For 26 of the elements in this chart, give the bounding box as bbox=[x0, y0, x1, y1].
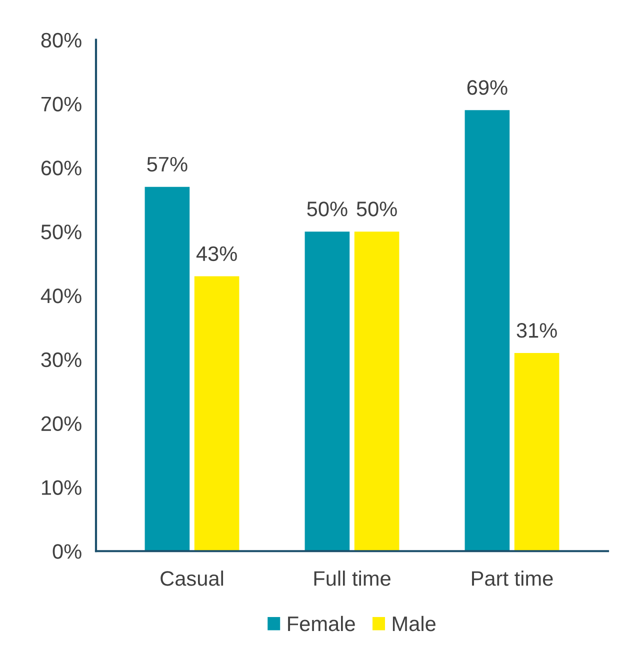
x-tick-label: Full time bbox=[314, 570, 390, 586]
legend-label: Male bbox=[392, 616, 436, 632]
bar bbox=[144, 186, 190, 552]
data-label: 31% bbox=[516, 323, 557, 338]
y-tick-label: 70% bbox=[41, 96, 82, 112]
x-tick-label: Casual bbox=[160, 570, 224, 586]
y-tick-label: 40% bbox=[40, 288, 82, 304]
y-tick-label: 60% bbox=[41, 160, 82, 176]
bar bbox=[354, 232, 400, 552]
data-label: 57% bbox=[147, 156, 188, 172]
y-tick-label: 50% bbox=[41, 224, 82, 240]
data-label: 43% bbox=[196, 246, 237, 262]
data-label: 50% bbox=[356, 202, 397, 216]
data-label: 50% bbox=[307, 202, 348, 216]
y-tick-label: 10% bbox=[42, 480, 82, 495]
y-tick-label: 30% bbox=[41, 352, 82, 368]
bar bbox=[464, 110, 510, 552]
legend-label: Female bbox=[288, 616, 355, 632]
y-tick-label: 20% bbox=[41, 416, 82, 432]
bar bbox=[194, 276, 240, 552]
bar bbox=[514, 353, 560, 552]
bar bbox=[304, 232, 350, 552]
x-tick-label: Part time bbox=[472, 570, 553, 586]
y-tick-label: 80% bbox=[41, 32, 82, 48]
y-tick-label: 0% bbox=[52, 544, 82, 559]
data-label: 69% bbox=[467, 80, 508, 95]
